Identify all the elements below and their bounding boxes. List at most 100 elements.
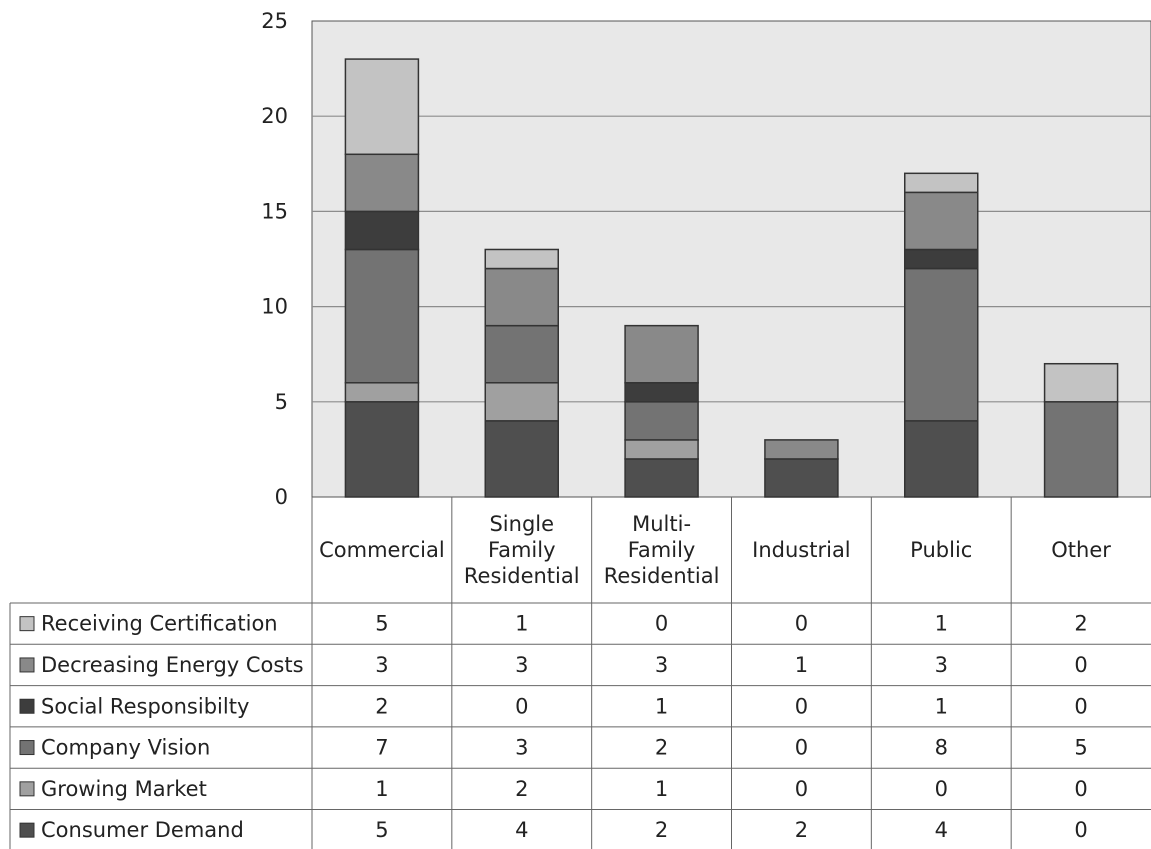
bar-segment bbox=[344, 210, 420, 251]
table-value: 2 bbox=[1074, 612, 1087, 636]
bar-segment bbox=[904, 191, 979, 251]
table-value: 1 bbox=[655, 694, 668, 718]
bar-segment bbox=[624, 324, 699, 384]
legend-swatch bbox=[19, 740, 35, 756]
bar-segment bbox=[904, 267, 979, 422]
table-value: 2 bbox=[515, 777, 528, 801]
table-value: 0 bbox=[1074, 818, 1087, 842]
table-value: 0 bbox=[655, 612, 668, 636]
table-value: 0 bbox=[795, 736, 808, 760]
bar-segment bbox=[904, 172, 979, 194]
bar-segment bbox=[1043, 401, 1119, 498]
y-tick-label: 5 bbox=[275, 390, 288, 414]
bar-segment bbox=[904, 248, 979, 270]
table-value: 1 bbox=[935, 612, 948, 636]
bar-segment bbox=[904, 420, 979, 498]
bar-segment bbox=[764, 458, 839, 498]
category-label: Residential bbox=[604, 564, 720, 588]
category-label: Family bbox=[628, 538, 696, 562]
table-row: Company Vision 7 3 2 0 8 5 bbox=[19, 736, 1088, 760]
table-value: 5 bbox=[375, 612, 388, 636]
data-table: CommercialSingleFamilyResidentialMulti-F… bbox=[9, 497, 1151, 849]
bar-segment bbox=[1043, 362, 1119, 403]
bar-segment bbox=[624, 458, 699, 498]
bar-segment bbox=[484, 420, 559, 498]
table-value: 4 bbox=[515, 818, 528, 842]
table-value: 1 bbox=[795, 653, 808, 677]
table-value: 4 bbox=[935, 818, 948, 842]
bar-segment bbox=[764, 439, 839, 460]
table-value: 5 bbox=[1074, 736, 1087, 760]
bar-stack bbox=[904, 172, 979, 498]
category-label: Other bbox=[1051, 538, 1111, 562]
y-tick-label: 20 bbox=[261, 104, 288, 128]
category-label: Commercial bbox=[319, 538, 445, 562]
plot-area bbox=[311, 20, 1151, 498]
bar-segment bbox=[344, 401, 420, 498]
table-value: 3 bbox=[515, 736, 528, 760]
legend-swatch bbox=[19, 781, 35, 797]
bar-segment bbox=[484, 382, 559, 422]
table-value: 2 bbox=[655, 736, 668, 760]
legend-label: Growing Market bbox=[41, 777, 207, 801]
category-label: Residential bbox=[464, 564, 580, 588]
table-row: Decreasing Energy Costs 3 3 3 1 3 0 bbox=[19, 653, 1088, 677]
bar-segment bbox=[624, 401, 699, 441]
category-label: Industrial bbox=[752, 538, 851, 562]
table-value: 2 bbox=[655, 818, 668, 842]
table-value: 0 bbox=[795, 694, 808, 718]
table-value: 0 bbox=[1074, 653, 1087, 677]
bar-segment bbox=[484, 324, 559, 384]
y-axis-tick-labels: 0 5 10 15 20 25 bbox=[261, 9, 288, 509]
table-value: 0 bbox=[1074, 694, 1087, 718]
legend-label: Decreasing Energy Costs bbox=[41, 653, 304, 677]
bar-stack bbox=[484, 248, 559, 498]
bar-segment bbox=[344, 248, 420, 384]
table-value: 3 bbox=[655, 653, 668, 677]
y-tick-label: 15 bbox=[261, 199, 288, 223]
table-value: 1 bbox=[515, 612, 528, 636]
table-value: 2 bbox=[375, 694, 388, 718]
bar-segment bbox=[624, 382, 699, 403]
table-row: Growing Market 1 2 1 0 0 0 bbox=[19, 777, 1088, 801]
table-value: 0 bbox=[515, 694, 528, 718]
table-value: 8 bbox=[935, 736, 948, 760]
bar-stack bbox=[1043, 362, 1119, 498]
legend-swatch bbox=[19, 822, 35, 838]
table-row: Social Responsibilty 2 0 1 0 1 0 bbox=[19, 694, 1088, 718]
bar-segment bbox=[484, 267, 559, 327]
category-label: Multi- bbox=[632, 512, 691, 536]
bar-stack bbox=[624, 324, 699, 498]
y-tick-label: 25 bbox=[261, 9, 288, 33]
bar-segment bbox=[624, 439, 699, 460]
bar-stacks bbox=[344, 58, 1119, 498]
category-label: Public bbox=[910, 538, 972, 562]
table-row: Receiving Certification 5 1 0 0 1 2 bbox=[19, 612, 1088, 636]
table-value: 7 bbox=[375, 736, 388, 760]
table-value: 0 bbox=[795, 612, 808, 636]
y-tick-label: 10 bbox=[261, 295, 288, 319]
legend-label: Company Vision bbox=[41, 736, 210, 760]
legend-label: Social Responsibilty bbox=[41, 694, 249, 718]
table-value: 0 bbox=[935, 777, 948, 801]
bar-stack bbox=[764, 439, 839, 498]
bar-segment bbox=[344, 382, 420, 403]
table-value: 5 bbox=[375, 818, 388, 842]
table-value: 1 bbox=[375, 777, 388, 801]
legend-label: Receiving Certification bbox=[41, 612, 278, 636]
bar-stack bbox=[344, 58, 420, 498]
table-row: Consumer Demand 5 4 2 2 4 0 bbox=[19, 818, 1088, 842]
legend-swatch bbox=[19, 657, 35, 673]
bar-segment bbox=[344, 58, 420, 156]
table-value: 1 bbox=[655, 777, 668, 801]
category-label: Family bbox=[488, 538, 556, 562]
table-value: 3 bbox=[515, 653, 528, 677]
table-value: 1 bbox=[935, 694, 948, 718]
table-value: 3 bbox=[935, 653, 948, 677]
gridlines bbox=[312, 115, 1151, 403]
table-value: 2 bbox=[795, 818, 808, 842]
legend-label: Consumer Demand bbox=[41, 818, 244, 842]
category-label: Single bbox=[489, 512, 554, 536]
y-tick-label: 0 bbox=[275, 485, 288, 509]
